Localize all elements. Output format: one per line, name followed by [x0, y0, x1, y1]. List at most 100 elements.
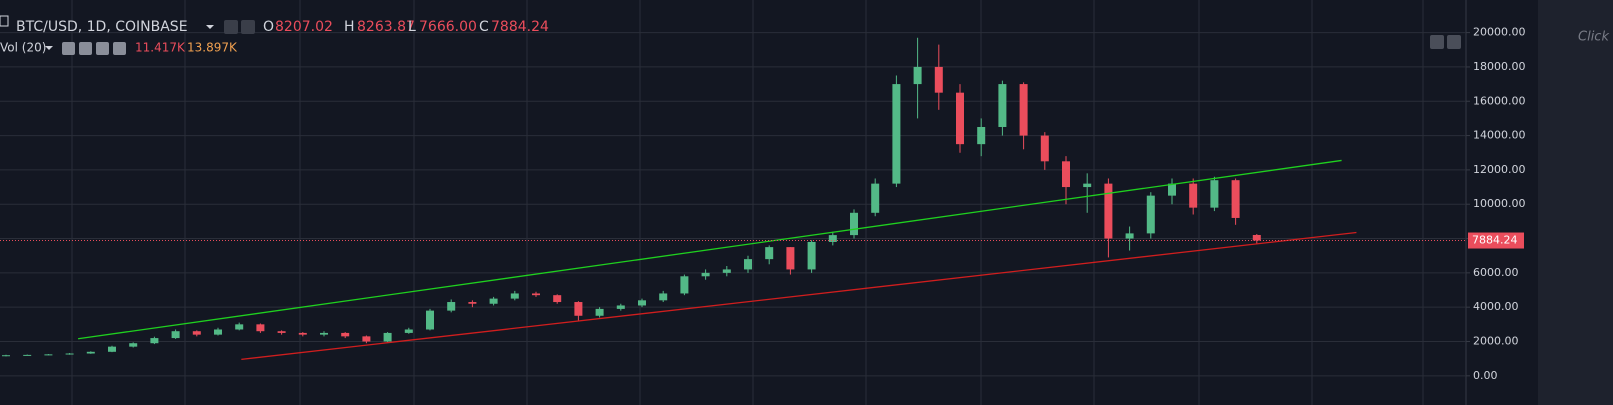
- candle-body: [426, 310, 434, 330]
- volume-name[interactable]: Vol (20): [0, 41, 46, 55]
- dropdown[interactable]: [45, 46, 53, 50]
- candle-body: [680, 276, 689, 294]
- candle-body: [256, 324, 265, 332]
- candle-body: [277, 331, 286, 333]
- y-tick-label: 14000.00: [1473, 129, 1526, 142]
- candle-body: [722, 269, 731, 273]
- y-tick-label: 16000.00: [1473, 94, 1526, 107]
- candle-body: [977, 126, 986, 145]
- last-price-box: [1468, 232, 1524, 249]
- candle-body: [828, 235, 837, 242]
- candle-body: [214, 329, 222, 335]
- trend-line: [241, 231, 1357, 360]
- candle-body: [1125, 233, 1134, 239]
- y-tick-label: 2000.00: [1473, 335, 1519, 348]
- candle-body: [362, 336, 371, 342]
- y-tick-label: 0.00: [1473, 369, 1498, 382]
- vertical-grid: [71, 0, 1424, 405]
- toolbar-buttons[interactable]: [1430, 35, 1461, 49]
- button[interactable]: [1430, 35, 1444, 49]
- candle-body: [1189, 183, 1198, 208]
- candle-body: [129, 343, 138, 347]
- candle-body: [192, 331, 201, 335]
- candle-body: [510, 293, 519, 299]
- y-tick-label: 12000.00: [1473, 163, 1526, 176]
- candle-body: [553, 295, 562, 303]
- candle-body: [786, 247, 795, 270]
- candle-body: [616, 305, 625, 309]
- side-text: Click: [1578, 30, 1609, 45]
- symbol[interactable]: BTC/USD, 1D, COINBASE: [16, 19, 188, 35]
- candle-body: [998, 84, 1007, 127]
- candle-body: [532, 293, 540, 296]
- candle-body: [913, 66, 922, 85]
- candle-body: [235, 324, 244, 330]
- candle-body: [765, 247, 774, 260]
- candle-body: [468, 302, 477, 304]
- trend-line: [77, 159, 1342, 340]
- candle-body: [574, 302, 583, 316]
- candle-body: [871, 183, 880, 213]
- chart-bg: [0, 0, 1540, 405]
- close-value: 7884.24: [491, 19, 549, 35]
- candle-body: [298, 332, 307, 335]
- candle-body: [108, 346, 116, 352]
- candle-body: [447, 302, 456, 311]
- candle-body: [1168, 183, 1176, 196]
- y-tick-label: 10000.00: [1473, 197, 1526, 210]
- candle-body: [23, 354, 32, 356]
- candle-body: [341, 332, 350, 337]
- candle-body: [934, 66, 943, 93]
- candle-body: [1146, 195, 1155, 234]
- candle-body: [807, 241, 816, 270]
- volume-ma-value: 13.897K: [187, 41, 238, 55]
- candle-body: [150, 338, 159, 344]
- button[interactable]: [1447, 35, 1461, 49]
- plot-layer: 0.002000.004000.006000.008000.0010000.00…: [0, 26, 1526, 382]
- candle-body: [1062, 161, 1070, 188]
- candle-body: [1083, 183, 1092, 188]
- y-tick-label: 18000.00: [1473, 60, 1526, 73]
- candle-body: [956, 92, 964, 145]
- candle-body: [404, 329, 413, 333]
- candle-body: [44, 354, 53, 356]
- collapse-icon[interactable]: [0, 15, 9, 27]
- candle-body: [1104, 183, 1113, 239]
- button[interactable]: [224, 20, 238, 34]
- candle-body: [86, 351, 95, 354]
- candle-body: [595, 308, 604, 316]
- candle-body: [1231, 180, 1240, 218]
- volume-buttons[interactable]: [62, 42, 126, 55]
- candle-body: [850, 212, 858, 236]
- close-letter: C: [479, 19, 489, 35]
- candle-body: [171, 331, 180, 339]
- dropdown[interactable]: [206, 25, 214, 29]
- candle-body: [659, 293, 668, 301]
- last-price-label: 7884.24: [1472, 234, 1518, 247]
- y-tick-label: 20000.00: [1473, 26, 1526, 39]
- candle-body: [638, 300, 646, 306]
- low-value: 7666.00: [419, 19, 477, 35]
- high-value: 8263.87: [357, 19, 415, 35]
- candle-body: [65, 353, 74, 355]
- candle-body: [320, 332, 328, 335]
- candle-body: [1040, 135, 1049, 162]
- button[interactable]: [241, 20, 255, 34]
- volume-value: 11.417K: [135, 41, 186, 55]
- low-letter: L: [408, 19, 416, 35]
- candle-body: [744, 259, 752, 270]
- candle-body: [892, 84, 901, 184]
- candle-body: [701, 272, 710, 277]
- y-tick-label: 6000.00: [1473, 266, 1519, 279]
- candle-body: [489, 298, 498, 304]
- candle-body: [2, 355, 10, 357]
- candle-body: [1210, 180, 1219, 208]
- candle-body: [383, 332, 392, 342]
- y-tick-label: 4000.00: [1473, 300, 1519, 313]
- high-letter: H: [344, 19, 355, 35]
- side-panel: [1538, 0, 1613, 405]
- candle-body: [1252, 234, 1261, 241]
- candle-body: [1019, 84, 1028, 136]
